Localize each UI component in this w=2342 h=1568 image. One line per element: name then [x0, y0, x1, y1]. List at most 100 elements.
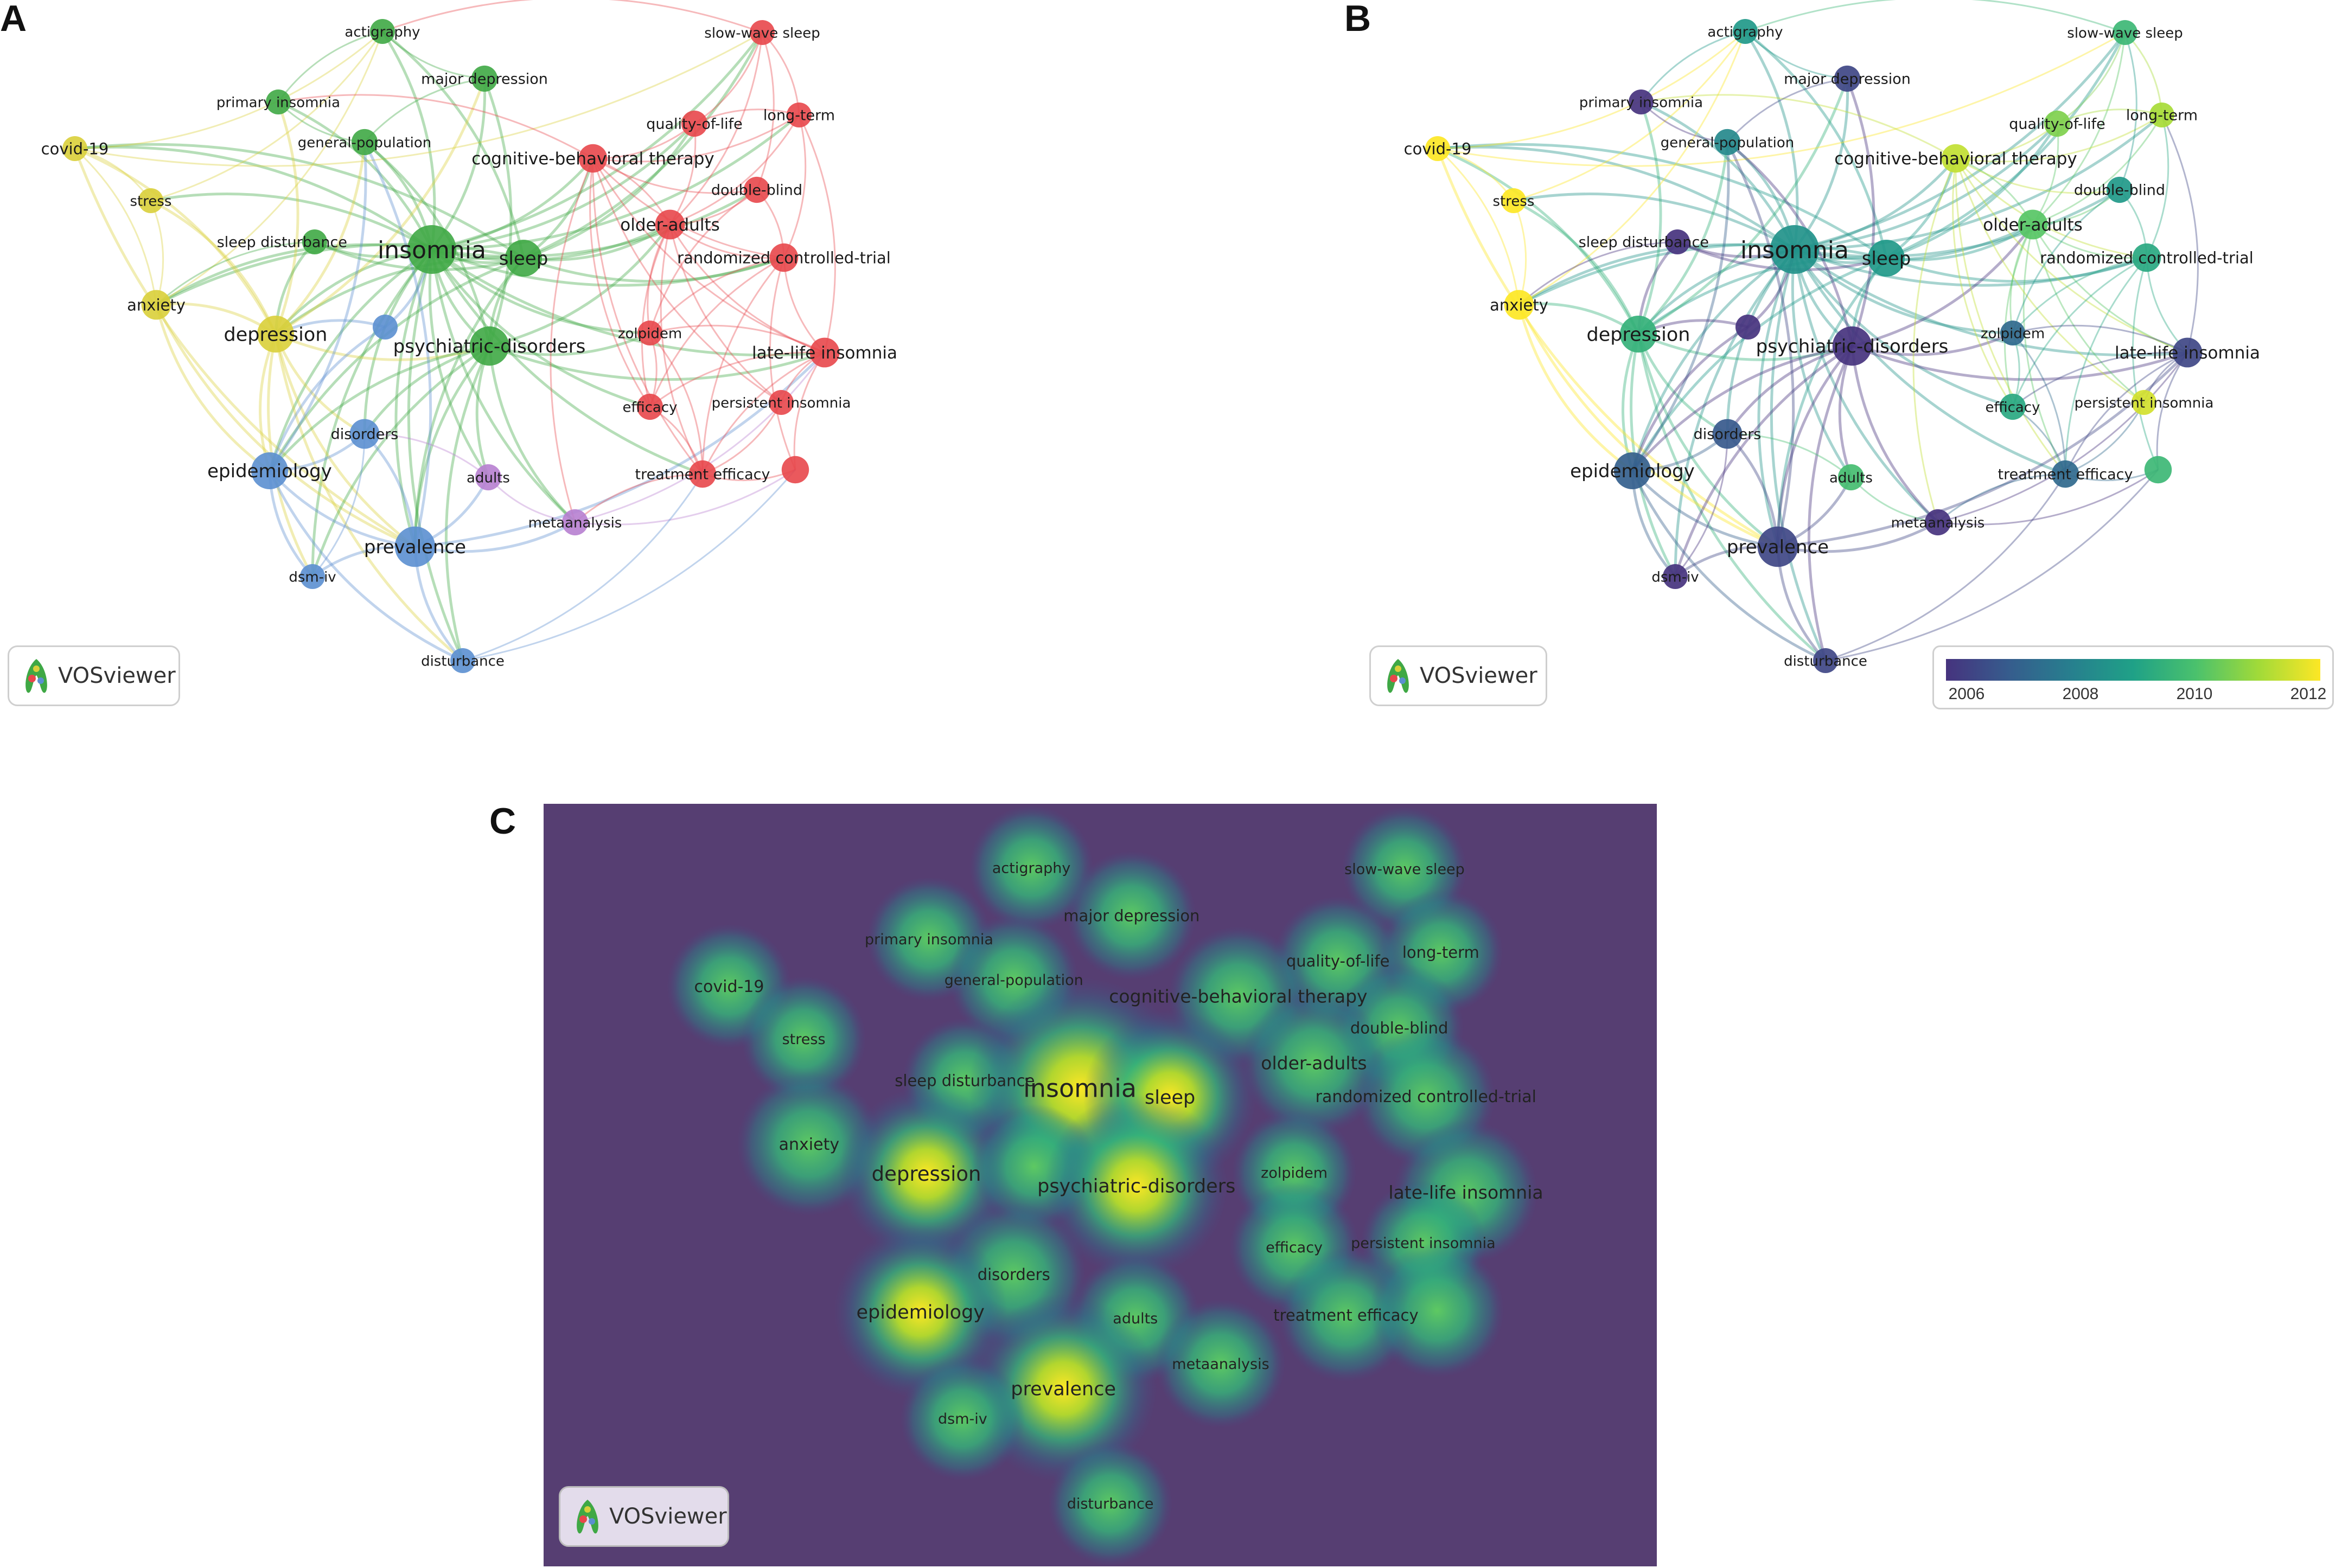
- node-older-adults[interactable]: [655, 209, 685, 240]
- node-unlabeled-node-2[interactable]: [2144, 456, 2172, 484]
- node-actigraphy[interactable]: [1733, 19, 1758, 44]
- node-older-adults[interactable]: [2018, 209, 2048, 240]
- network-link: [1777, 521, 1939, 553]
- network-link: [649, 332, 704, 475]
- node-sleep-disturbance[interactable]: [302, 229, 327, 254]
- node-label-dsm-iv: dsm-iv: [1651, 569, 1699, 585]
- network-link: [428, 249, 490, 478]
- node-label-disturbance: disturbance: [421, 653, 505, 669]
- color-gradient: [1946, 659, 2320, 681]
- node-major-depression[interactable]: [1834, 65, 1861, 92]
- density-label-major-depression: major depression: [1063, 906, 1199, 925]
- node-stress[interactable]: [138, 188, 163, 213]
- node-unlabeled-node-2[interactable]: [781, 456, 809, 484]
- network-link: [431, 31, 763, 251]
- node-double-blind[interactable]: [2106, 176, 2133, 203]
- node-label-insomnia: insomnia: [1740, 236, 1849, 264]
- vosviewer-logo-icon: [577, 1500, 598, 1534]
- node-sleep[interactable]: [505, 240, 542, 277]
- network-link: [431, 223, 671, 262]
- node-late-life-insomnia[interactable]: [809, 337, 840, 368]
- node-unlabeled-node[interactable]: [373, 315, 398, 340]
- network-link: [275, 142, 366, 335]
- node-double-blind[interactable]: [743, 176, 770, 203]
- node-sleep[interactable]: [1868, 240, 1905, 277]
- node-epidemiology[interactable]: [1614, 452, 1651, 489]
- network-link: [1637, 142, 1729, 335]
- node-primary-insomnia[interactable]: [1629, 89, 1654, 114]
- node-epidemiology[interactable]: [251, 452, 288, 489]
- node-slow-wave-sleep[interactable]: [2113, 20, 2137, 45]
- node-cognitive-behavioral-therapy[interactable]: [578, 144, 608, 173]
- node-psychiatric-disorders[interactable]: [1832, 326, 1872, 366]
- node-stress[interactable]: [1501, 188, 1526, 213]
- node-insomnia[interactable]: [1770, 225, 1819, 274]
- node-general-population[interactable]: [1714, 129, 1741, 156]
- density-label-zolpidem: zolpidem: [1261, 1164, 1328, 1181]
- node-quality-of-life[interactable]: [681, 110, 708, 137]
- node-zolpidem[interactable]: [2000, 321, 2025, 345]
- network-link: [649, 351, 825, 408]
- network-link: [1637, 78, 1849, 336]
- node-disturbance[interactable]: [1813, 648, 1838, 673]
- density-label-metaanalysis: metaanalysis: [1172, 1356, 1269, 1373]
- node-unlabeled-node[interactable]: [1735, 315, 1760, 340]
- network-link: [268, 325, 386, 471]
- node-primary-insomnia[interactable]: [266, 89, 291, 114]
- node-metaanalysis[interactable]: [1924, 509, 1951, 536]
- node-covid-19[interactable]: [1425, 136, 1450, 161]
- node-treatment-efficacy[interactable]: [688, 460, 717, 488]
- node-label-metaanalysis: metaanalysis: [528, 515, 622, 531]
- node-efficacy[interactable]: [636, 393, 663, 420]
- node-quality-of-life[interactable]: [2044, 110, 2071, 137]
- node-depression[interactable]: [1620, 316, 1657, 353]
- node-depression[interactable]: [257, 316, 294, 353]
- node-prevalence[interactable]: [394, 526, 436, 567]
- node-persistent-insomnia[interactable]: [769, 390, 794, 415]
- node-treatment-efficacy[interactable]: [2051, 460, 2079, 488]
- node-anxiety[interactable]: [141, 290, 171, 320]
- node-sleep-disturbance[interactable]: [1665, 229, 1690, 254]
- network-link: [2057, 108, 2162, 125]
- node-anxiety[interactable]: [1504, 290, 1534, 320]
- node-general-population[interactable]: [351, 129, 378, 156]
- node-persistent-insomnia[interactable]: [2132, 390, 2156, 415]
- node-efficacy[interactable]: [1999, 393, 2026, 420]
- node-psychiatric-disorders[interactable]: [469, 326, 509, 366]
- node-metaanalysis[interactable]: [561, 509, 589, 536]
- network-link: [1825, 469, 2159, 662]
- node-zolpidem[interactable]: [637, 321, 662, 345]
- node-adults[interactable]: [475, 464, 502, 491]
- network-link: [414, 521, 576, 553]
- node-dsm-iv[interactable]: [300, 564, 325, 589]
- node-late-life-insomnia[interactable]: [2172, 337, 2203, 368]
- network-link: [431, 248, 825, 357]
- network-link: [381, 30, 436, 250]
- network-link: [1794, 248, 2013, 335]
- node-prevalence[interactable]: [1757, 526, 1798, 567]
- node-randomized-controlled-trial[interactable]: [2132, 243, 2161, 272]
- network-link: [1793, 248, 2013, 408]
- network-link: [431, 114, 800, 251]
- node-insomnia[interactable]: [407, 225, 456, 274]
- network-link: [793, 352, 826, 470]
- node-actigraphy[interactable]: [370, 19, 395, 44]
- network-link: [769, 257, 796, 470]
- node-cognitive-behavioral-therapy[interactable]: [1941, 144, 1970, 173]
- node-disturbance[interactable]: [450, 648, 475, 673]
- node-dsm-iv[interactable]: [1663, 564, 1688, 589]
- node-long-term[interactable]: [787, 103, 812, 127]
- network-link: [1437, 147, 1640, 335]
- node-disorders[interactable]: [1712, 419, 1743, 449]
- node-long-term[interactable]: [2149, 103, 2174, 127]
- node-covid-19[interactable]: [62, 136, 87, 161]
- network-link: [1825, 473, 2066, 662]
- density-metaanalysis: [1156, 1298, 1286, 1429]
- network-link: [1638, 332, 1853, 361]
- node-randomized-controlled-trial[interactable]: [769, 243, 799, 272]
- node-disorders[interactable]: [349, 419, 380, 449]
- node-adults[interactable]: [1837, 464, 1865, 491]
- node-major-depression[interactable]: [471, 65, 498, 92]
- node-slow-wave-sleep[interactable]: [750, 20, 775, 45]
- network-link: [2032, 32, 2126, 226]
